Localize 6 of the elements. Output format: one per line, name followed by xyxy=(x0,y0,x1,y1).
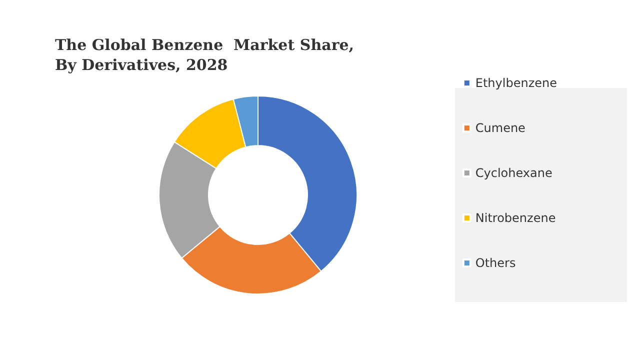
chart-title: The Global Benzene Market Share, By Derivatives, 2028 xyxy=(55,36,354,74)
legend-label: Ethylbenzene xyxy=(475,76,558,90)
legend-label: Others xyxy=(475,256,516,270)
legend-label: Nitrobenzene xyxy=(475,211,556,225)
legend-label: Cumene xyxy=(475,121,526,135)
legend-label: Cyclohexane xyxy=(475,166,552,180)
